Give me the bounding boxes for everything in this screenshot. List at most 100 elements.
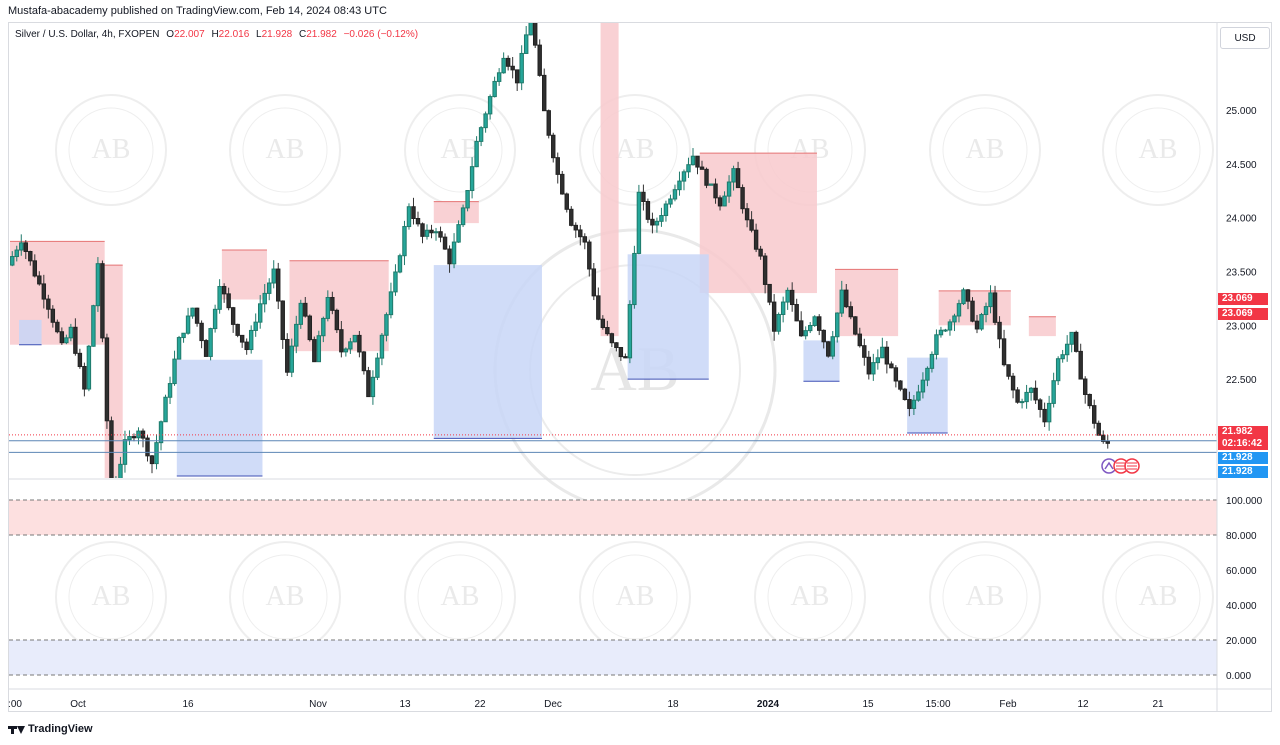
oscillator-tick-label: 40.000	[1226, 601, 1257, 612]
candle-body	[402, 226, 407, 257]
change-value: −0.026 (−0.12%)	[343, 29, 419, 40]
candle-body	[212, 308, 218, 330]
candle-body	[578, 229, 583, 238]
candle-body	[1096, 422, 1101, 436]
candle-body	[334, 309, 340, 331]
resistance-price-label-top: 23.069	[1218, 293, 1268, 305]
watermark-ring-inner	[592, 554, 678, 640]
watermark-ring-inner	[767, 554, 853, 640]
candle-body	[686, 164, 691, 173]
last-price-label: 21.982	[1218, 426, 1268, 438]
candle-body	[551, 134, 556, 159]
candle-body	[262, 292, 267, 305]
watermark-ring	[579, 94, 691, 206]
currency-button[interactable]: USD	[1220, 27, 1270, 49]
candle-body	[1078, 350, 1083, 380]
candle-body	[131, 436, 137, 439]
candle-body	[943, 329, 948, 332]
candle-body	[145, 437, 150, 457]
news-flags[interactable]	[1101, 458, 1140, 474]
candle-body	[582, 236, 588, 243]
candle-body	[844, 289, 849, 308]
candle-body	[636, 191, 642, 254]
tradingview-logo-icon	[8, 724, 25, 734]
candle-body	[731, 168, 736, 183]
time-tick-label: 18	[667, 699, 679, 710]
candle-body	[722, 195, 727, 207]
symbol-legend[interactable]: Silver / U.S. Dollar, 4h, FXOPEN O22.007…	[15, 29, 418, 40]
price-axis[interactable]: 25.000 24.500 24.000 23.500 23.000 22.500 100.…	[1226, 106, 1263, 682]
candle-body	[158, 421, 164, 444]
support-price-label-top: 21.928	[1218, 452, 1268, 464]
time-tick-label: Feb	[999, 699, 1017, 710]
candle-body	[902, 388, 908, 401]
resistance-zone	[433, 201, 479, 224]
chart-frame[interactable]	[8, 22, 1272, 712]
candle-body	[898, 380, 903, 390]
candle-body	[740, 187, 745, 210]
candle-body	[672, 189, 678, 200]
candle-body	[501, 57, 506, 74]
candle-body	[1105, 440, 1110, 444]
watermark-ring-inner	[1115, 107, 1201, 193]
resistance-price-label-bottom: 23.069	[1218, 308, 1268, 320]
candle-body	[203, 340, 209, 357]
watermark-ring	[55, 94, 167, 206]
watermark-monogram: AB	[441, 134, 480, 165]
resistance-zone	[600, 23, 619, 337]
candle-body	[546, 110, 551, 136]
candle-body	[370, 376, 376, 398]
candle-body	[677, 180, 682, 191]
candle-body	[460, 207, 466, 226]
price-tick-label: 25.000	[1226, 106, 1257, 117]
time-tick-label: 15:00	[925, 699, 950, 710]
candle-body	[235, 323, 240, 336]
time-tick-label: :00	[8, 699, 22, 710]
watermark-ring	[929, 94, 1041, 206]
candle-body	[271, 268, 276, 284]
watermark-monogram: AB	[791, 581, 830, 612]
candle-body	[532, 23, 538, 46]
resistance-zone	[221, 250, 267, 300]
candle-body	[771, 301, 777, 332]
candle-body	[361, 351, 367, 372]
candle-body	[542, 74, 547, 112]
footer-brand[interactable]: TradingView	[8, 723, 93, 735]
symbol-title: Silver / U.S. Dollar, 4h, FXOPEN	[15, 29, 160, 40]
candle-body	[514, 69, 520, 84]
candle-body	[239, 334, 245, 343]
candle-body	[267, 282, 272, 294]
candle-body	[28, 250, 33, 262]
candle-body	[880, 346, 885, 359]
watermark-ring-inner	[942, 107, 1028, 193]
oscillator-tick-label: 0.000	[1226, 671, 1251, 682]
candle-body	[1024, 391, 1029, 403]
candle-body	[46, 298, 51, 310]
candle-body	[627, 304, 633, 359]
resistance-zone	[699, 153, 817, 294]
candle-body	[803, 330, 808, 337]
time-tick-label: 16	[182, 699, 194, 710]
zones	[10, 23, 1056, 478]
candle-body	[826, 341, 831, 357]
candle-body	[375, 357, 380, 378]
candle-body	[1092, 405, 1097, 424]
candle-body	[343, 348, 349, 353]
candle-body	[253, 321, 258, 331]
oscillator-tick-label: 20.000	[1226, 636, 1257, 647]
footer-brand-label: TradingView	[28, 723, 93, 735]
support-lines	[9, 434, 1217, 453]
watermark-monogram: AB	[266, 581, 305, 612]
watermark-monogram: AB	[1139, 581, 1178, 612]
candle-body	[1015, 389, 1020, 403]
oscillator-tick-label: 80.000	[1226, 531, 1257, 542]
candle-body	[947, 321, 953, 331]
price-tick-label: 24.500	[1226, 160, 1257, 171]
candle-body	[1033, 387, 1038, 401]
candle-body	[830, 336, 835, 357]
candle-body	[848, 306, 853, 318]
candle-body	[920, 379, 926, 393]
time-axis[interactable]: :00 Oct 16 Nov 13 22 Dec 18 2024 15 15:00 Feb 12 21	[8, 699, 1164, 710]
watermark-ring	[229, 94, 341, 206]
